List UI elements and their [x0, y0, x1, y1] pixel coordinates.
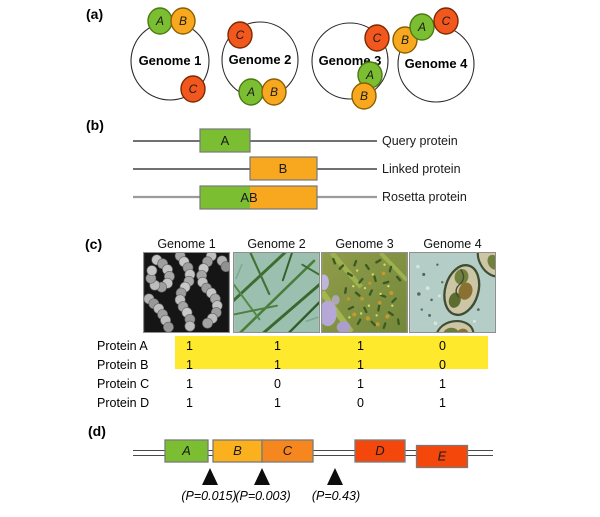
- genome-4-name: Genome 4: [405, 56, 469, 71]
- protein-c-letter: C: [442, 14, 451, 28]
- intergenic-marker-3: [327, 468, 343, 485]
- protein-d-row-label: Protein D: [97, 396, 150, 410]
- p-value-3: (P=0.43): [312, 489, 360, 503]
- protein-c-letter: C: [236, 28, 245, 42]
- profile-cell: 1: [186, 339, 193, 353]
- protein-a-letter: A: [417, 20, 426, 34]
- linked-protein-box: [249, 156, 318, 181]
- gene-b-letter: B: [233, 443, 242, 458]
- panel-a-label: (a): [86, 6, 104, 22]
- panel-b-label: (b): [86, 117, 104, 133]
- profile-cell: 1: [274, 396, 281, 410]
- profile-cell: 1: [439, 377, 446, 391]
- protein-a-letter: A: [365, 68, 374, 82]
- genome-2-column-label: Genome 2: [247, 237, 306, 251]
- query-protein-box-letter: A: [221, 133, 230, 148]
- protein-a-letter: A: [246, 85, 255, 99]
- panel-a-genome-maps: Genome 1 A B C Genome 2 C A B Genome 3 C: [130, 7, 475, 110]
- genome-1-micrograph: [143, 252, 230, 333]
- genome-1-column-label: Genome 1: [157, 237, 216, 251]
- panel-d-gene-neighborhood: A B C D E (P=0.015) (P=0.003) (P=0.43): [133, 439, 493, 503]
- protein-b-letter: B: [360, 89, 368, 103]
- profile-cell: 1: [186, 396, 193, 410]
- p-value-1: (P=0.015): [181, 489, 236, 503]
- gene-c-box: [261, 439, 314, 463]
- profile-cell: 1: [186, 377, 193, 391]
- protein-b-letter: B: [401, 33, 409, 47]
- gene-d-letter: D: [375, 443, 384, 458]
- rosetta-protein-label: Rosetta protein: [382, 190, 467, 204]
- protein-c-marker: [227, 21, 253, 49]
- protein-c-row-label: Protein C: [97, 377, 150, 391]
- linked-protein-box-letter: B: [279, 161, 288, 176]
- profile-cell: 1: [274, 358, 281, 372]
- protein-a-marker: [409, 13, 435, 41]
- gene-a-letter: A: [181, 443, 191, 458]
- profile-cell: 0: [274, 377, 281, 391]
- panel-d-label: (d): [88, 423, 106, 439]
- profile-highlight-band: [175, 336, 488, 369]
- genome-4-column-label: Genome 4: [423, 237, 482, 251]
- profile-cell: 0: [439, 339, 446, 353]
- protein-b-marker: [170, 7, 196, 35]
- genome-4-map: Genome 4 B A C: [392, 7, 475, 103]
- protein-a-row-label: Protein A: [97, 339, 148, 353]
- protein-c-marker: [180, 75, 206, 103]
- profile-cell: 1: [357, 358, 364, 372]
- genome-1-name: Genome 1: [139, 53, 202, 68]
- profile-cell: 1: [439, 396, 446, 410]
- profile-cell: 1: [186, 358, 193, 372]
- protein-b-marker: [351, 82, 377, 110]
- genome-3-micrograph: [321, 252, 408, 333]
- protein-b-letter: B: [270, 85, 278, 99]
- profile-cell: 1: [274, 339, 281, 353]
- protein-c-letter: C: [189, 82, 198, 96]
- gene-e-box: [415, 444, 469, 469]
- rosetta-protein-box-letter: AB: [240, 190, 257, 205]
- protein-b-row-label: Protein B: [97, 358, 149, 372]
- profile-cell: 1: [357, 339, 364, 353]
- intergenic-marker-2: [254, 468, 270, 485]
- genome-1-map: Genome 1 A B C: [130, 7, 210, 103]
- genome-2-name: Genome 2: [229, 52, 292, 67]
- p-value-2: (P=0.003): [235, 489, 290, 503]
- genome-4-micrograph: [409, 252, 496, 333]
- genome-3-column-label: Genome 3: [335, 237, 394, 251]
- protein-b-letter: B: [179, 14, 187, 28]
- protein-c-marker: [433, 7, 459, 35]
- profile-cell: 0: [439, 358, 446, 372]
- linked-protein-label: Linked protein: [382, 162, 461, 176]
- gene-c-letter: C: [283, 443, 293, 458]
- genome-2-map: Genome 2 C A B: [221, 21, 299, 106]
- gene-a-box: [164, 439, 209, 463]
- genome-3-map: Genome 3 C A B: [311, 22, 390, 110]
- genome-2-micrograph: [233, 252, 320, 333]
- panel-b-rosetta-diagram: A Query protein B Linked protein AB Rose…: [133, 128, 467, 210]
- gene-e-letter: E: [438, 449, 447, 464]
- profile-cell: 1: [357, 377, 364, 391]
- profile-cell: 0: [357, 396, 364, 410]
- protein-c-marker: [364, 24, 390, 52]
- rosetta-box-orange-half: [250, 186, 317, 209]
- query-protein-box: [199, 128, 251, 153]
- protein-b-marker: [261, 78, 287, 106]
- intergenic-marker-1: [202, 468, 218, 485]
- query-protein-label: Query protein: [382, 134, 458, 148]
- protein-c-letter: C: [373, 31, 382, 45]
- rosetta-protein-box: [199, 185, 318, 210]
- panel-c-label: (c): [85, 236, 103, 252]
- gene-d-box: [354, 439, 406, 463]
- protein-a-letter: A: [155, 14, 164, 28]
- rosetta-box-green-half: [200, 186, 250, 209]
